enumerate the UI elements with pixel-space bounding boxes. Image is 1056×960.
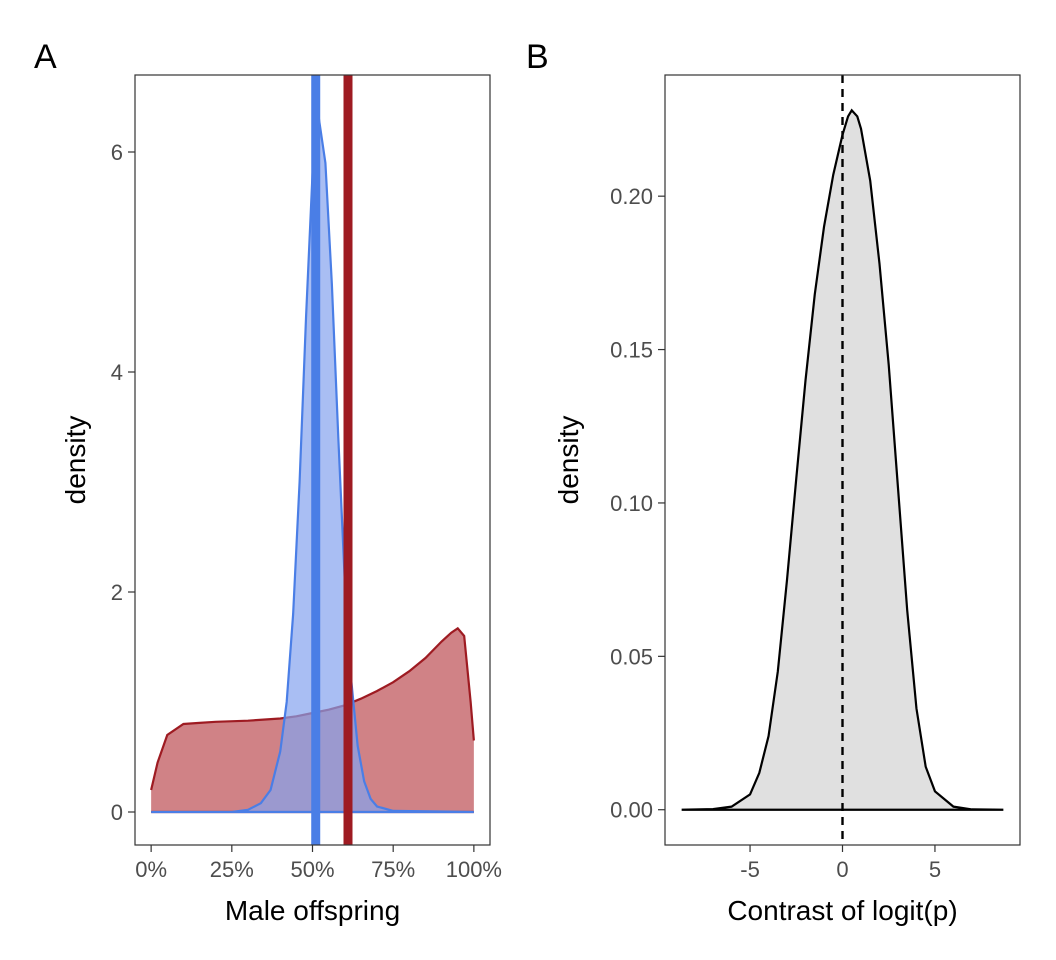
x-tick-label-b: 5 (929, 857, 941, 882)
x-tick-label-a: 100% (446, 857, 502, 882)
y-axis-title-b: density (553, 416, 584, 505)
x-axis-title-b: Contrast of logit(p) (727, 895, 957, 926)
panel-label-b: B (526, 38, 549, 76)
x-tick-label-a: 50% (290, 857, 334, 882)
x-tick-label-a: 25% (210, 857, 254, 882)
y-tick-label-a: 6 (111, 140, 123, 165)
y-tick-label-b: 0.15 (610, 338, 653, 363)
chart-panel-a: 0% 25% 50% 75% 100% 0 2 4 6 Male offspring density (60, 74, 502, 926)
y-tick-label-b: 0.00 (610, 798, 653, 823)
y-tick-label-a: 4 (111, 360, 123, 385)
y-tick-label-a: 2 (111, 580, 123, 605)
y-tick-label-b: 0.10 (610, 491, 653, 516)
y-tick-label-b: 0.20 (610, 184, 653, 209)
x-tick-label-b: -5 (740, 857, 760, 882)
x-tick-label-a: 0% (135, 857, 167, 882)
x-tick-label-a: 75% (371, 857, 415, 882)
y-axis-title-a: density (60, 416, 91, 505)
x-axis-title-a: Male offspring (225, 895, 400, 926)
chart-panel-b: -5 0 5 0.00 0.05 0.10 0.15 0.20 Contrast of logi… (553, 74, 1021, 926)
panel-label-a: A (34, 38, 57, 76)
x-tick-label-b: 0 (836, 857, 848, 882)
y-tick-label-b: 0.05 (610, 644, 653, 669)
y-tick-label-a: 0 (111, 800, 123, 825)
